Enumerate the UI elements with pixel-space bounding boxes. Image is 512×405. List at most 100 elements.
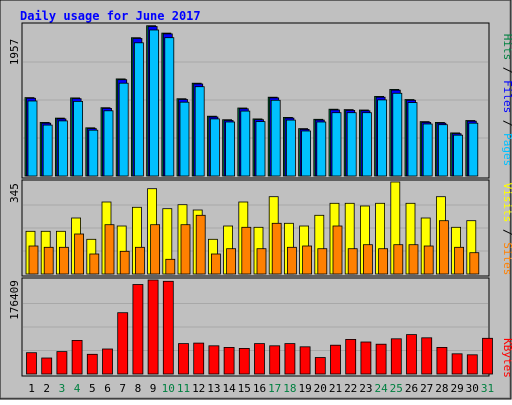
bar-sites-day-4 xyxy=(74,233,84,275)
bar-pages-day-30 xyxy=(468,122,479,177)
x-label-day-18: 18 xyxy=(283,382,296,395)
bar-kbytes-day-18 xyxy=(284,343,296,375)
bar-pages-day-4 xyxy=(73,101,83,177)
bar-pages-day-22 xyxy=(346,112,357,177)
x-label-day-5: 5 xyxy=(89,382,96,395)
bar-kbytes-day-22 xyxy=(345,338,357,375)
bar-pages-day-11 xyxy=(179,101,190,177)
bar-pages-day-12 xyxy=(194,86,205,177)
bar-kbytes-day-28 xyxy=(436,346,448,375)
bar-kbytes-day-25 xyxy=(390,338,402,375)
bar-sites-day-14 xyxy=(226,248,237,275)
bar-pages-day-23 xyxy=(361,112,372,177)
x-label-day-2: 2 xyxy=(43,382,50,395)
bar-pages-day-3 xyxy=(58,120,68,177)
hits-ymax-label: 1957 xyxy=(8,39,21,66)
bar-sites-day-1 xyxy=(28,245,39,275)
bar-kbytes-day-20 xyxy=(314,357,326,375)
bar-kbytes-day-27 xyxy=(421,337,433,375)
bar-kbytes-day-24 xyxy=(375,343,387,375)
bar-sites-day-10 xyxy=(165,258,176,275)
x-label-day-8: 8 xyxy=(135,382,142,395)
bar-sites-day-9 xyxy=(150,224,161,275)
x-label-day-16: 16 xyxy=(253,382,266,395)
bar-sites-day-3 xyxy=(59,246,69,275)
x-label-day-11: 11 xyxy=(177,382,190,395)
bar-pages-day-13 xyxy=(209,118,220,177)
x-label-day-12: 12 xyxy=(192,382,205,395)
bar-pages-day-25 xyxy=(392,92,403,177)
bar-kbytes-day-30 xyxy=(466,354,478,375)
bar-sites-day-29 xyxy=(454,246,465,275)
x-label-day-27: 27 xyxy=(420,382,433,395)
x-label-day-28: 28 xyxy=(435,382,448,395)
bar-pages-day-14 xyxy=(225,121,236,177)
bar-kbytes-day-19 xyxy=(299,346,311,375)
bar-kbytes-day-12 xyxy=(193,342,205,375)
bar-pages-day-18 xyxy=(285,119,296,177)
bar-sites-day-6 xyxy=(104,224,115,275)
bar-sites-day-30 xyxy=(469,252,480,275)
x-label-day-3: 3 xyxy=(59,382,66,395)
bar-sites-day-20 xyxy=(317,248,328,275)
x-label-day-22: 22 xyxy=(344,382,357,395)
bar-kbytes-day-16 xyxy=(254,343,265,375)
x-label-day-24: 24 xyxy=(374,382,388,395)
visits-legend: Visits / Sites xyxy=(501,183,512,276)
bar-kbytes-day-3 xyxy=(56,351,68,375)
bar-kbytes-day-23 xyxy=(360,341,372,375)
x-label-day-7: 7 xyxy=(119,382,126,395)
bar-kbytes-day-10 xyxy=(162,280,174,375)
legend-files: Files xyxy=(501,80,512,113)
bar-sites-day-11 xyxy=(180,224,191,275)
bar-pages-day-10 xyxy=(164,37,175,177)
bar-kbytes-day-7 xyxy=(117,312,129,375)
bar-kbytes-day-8 xyxy=(132,284,144,375)
bar-sites-day-22 xyxy=(347,248,358,275)
bar-sites-day-26 xyxy=(408,244,419,275)
legend-visits: Visits xyxy=(501,183,512,223)
bar-kbytes-day-26 xyxy=(406,334,417,375)
x-label-day-13: 13 xyxy=(207,382,220,395)
bar-pages-day-15 xyxy=(240,110,251,177)
bar-sites-day-13 xyxy=(210,253,221,275)
bar-kbytes-day-5 xyxy=(86,353,98,375)
legend-pages: Pages xyxy=(501,133,512,166)
hits-legend: Hits / Files / Pages xyxy=(501,34,512,167)
x-label-day-1: 1 xyxy=(28,382,35,395)
bar-kbytes-day-15 xyxy=(238,347,250,375)
bar-pages-day-20 xyxy=(316,121,327,177)
bar-sites-day-2 xyxy=(43,246,54,275)
bar-sites-day-21 xyxy=(332,225,343,275)
bar-sites-day-15 xyxy=(241,226,252,275)
bar-kbytes-day-6 xyxy=(102,348,113,375)
bar-kbytes-day-14 xyxy=(223,346,235,375)
x-label-day-14: 14 xyxy=(222,382,236,395)
bar-sites-day-8 xyxy=(134,246,145,275)
x-label-day-29: 29 xyxy=(450,382,463,395)
x-label-day-10: 10 xyxy=(162,382,175,395)
bar-pages-day-28 xyxy=(437,124,448,177)
kbytes-ymax-label: 176409 xyxy=(8,280,21,320)
x-label-day-4: 4 xyxy=(74,382,81,395)
bar-pages-day-17 xyxy=(270,99,281,177)
x-label-day-6: 6 xyxy=(104,382,111,395)
bar-kbytes-day-31 xyxy=(482,337,493,375)
bar-kbytes-day-21 xyxy=(330,344,341,375)
bar-kbytes-day-4 xyxy=(71,339,83,375)
bar-sites-day-24 xyxy=(378,248,389,275)
bar-pages-day-21 xyxy=(331,112,342,177)
bar-pages-day-2 xyxy=(42,124,53,177)
bar-pages-day-5 xyxy=(88,129,99,177)
chart-title: Daily usage for June 2017 xyxy=(20,9,201,23)
bar-sites-day-18 xyxy=(286,246,297,275)
bar-kbytes-day-29 xyxy=(451,353,463,375)
bar-pages-day-16 xyxy=(255,121,266,177)
bar-sites-day-16 xyxy=(256,248,267,275)
bar-kbytes-day-1 xyxy=(26,352,37,375)
bar-pages-day-6 xyxy=(103,110,114,177)
bar-pages-day-29 xyxy=(453,134,464,177)
x-label-day-9: 9 xyxy=(150,382,157,395)
bar-kbytes-day-17 xyxy=(269,345,281,375)
